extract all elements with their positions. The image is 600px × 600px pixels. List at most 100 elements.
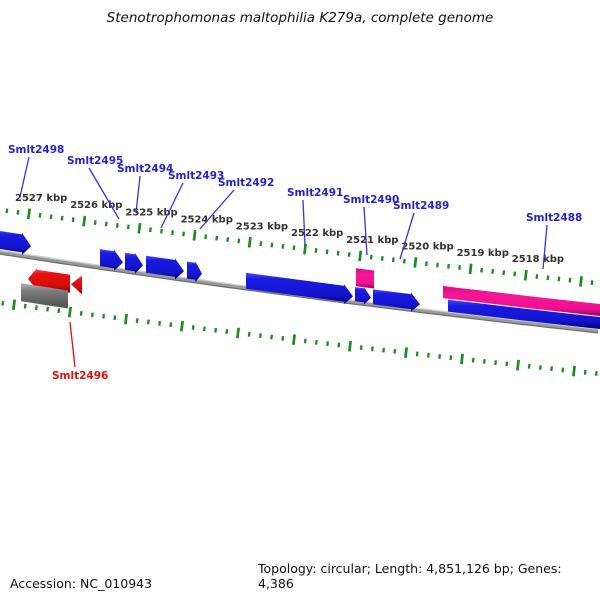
ruler-tick-minor [79,311,83,316]
ruler-tick-minor [270,334,274,340]
ruler-label: 2523 kbp [236,221,288,232]
ruler-tick-minor [415,351,419,357]
ruler-tick-minor [326,341,330,347]
ruler-tick-major [358,250,363,262]
ruler-tick-minor [535,274,539,279]
gene-smlt2489[interactable] [373,289,420,312]
ruler-tick-major [523,269,528,281]
gene-label-smlt2494[interactable]: Smlt2494 [117,163,173,175]
ruler-tick-minor [393,348,397,354]
ruler-tick-minor [557,276,561,282]
ruler-tick-minor [215,235,219,241]
ruler-tick-minor [494,360,497,366]
gene-label-smlt2492[interactable]: Smlt2492 [218,177,274,189]
genome-summary-text: Topology: circular; Length: 4,851,126 bp… [258,561,562,591]
gene-label-smlt2496[interactable]: Smlt2496 [52,370,108,382]
ruler-tick-minor [225,329,229,335]
ruler-tick-minor [471,357,475,363]
gene-smlt2495[interactable] [100,249,123,271]
ruler-tick-minor [149,227,152,233]
ruler-tick-minor [513,271,517,277]
ruler-tick-minor [380,256,384,261]
ruler-tick-major [82,215,87,227]
ruler-tick-minor [568,277,572,283]
gene-smlt2488[interactable] [443,286,600,317]
figure-title: Stenotrophomonas maltophilia K279a, comp… [106,10,494,26]
gene-label-smlt2491[interactable]: Smlt2491 [287,187,343,199]
ruler-tick-minor [402,258,406,264]
genome-backbone-shadow [0,253,599,334]
gene-feature[interactable] [448,299,600,330]
ruler-tick-major [247,236,252,248]
ruler-tick-minor [427,352,430,358]
ruler-tick-major [516,359,520,371]
ruler-tick-minor [438,354,442,359]
ruler-tick-minor [23,303,27,309]
gene-smlt2493[interactable] [146,255,184,280]
ruler-tick-minor [226,237,230,242]
ruler-tick-minor [237,238,241,244]
gene-label-smlt2488[interactable]: Smlt2488 [526,212,582,224]
ruler-label: 2518 kbp [512,254,564,265]
ruler-tick-major [137,222,142,234]
ruler-label: 2526 kbp [70,200,122,211]
ruler-tick-minor [247,331,251,337]
ruler-tick-minor [158,320,162,326]
ruler-tick-minor [347,252,351,257]
ruler-tick-minor [336,250,340,256]
ruler-tick-minor [60,215,64,221]
label-leader-line [135,175,141,214]
gene-label-smlt2495[interactable]: Smlt2495 [67,155,123,167]
gene-smlt2492[interactable] [187,261,202,283]
gene-smlt2490[interactable] [356,268,374,289]
ruler-tick-major [468,263,473,275]
ruler-tick-minor [259,241,263,247]
ruler-tick-minor [491,269,495,274]
ruler-tick-minor [382,347,386,353]
ruler-tick-minor [171,230,174,235]
ruler-tick-major [236,327,240,339]
ruler-tick-major [413,257,418,268]
gene-label-smlt2490[interactable]: Smlt2490 [343,194,399,206]
ruler-tick-major [124,313,128,325]
gene-label-smlt2498[interactable]: Smlt2498 [8,144,64,156]
accession-text: Accession: NC_010943 [10,576,153,591]
ruler-tick-minor [270,242,274,248]
gene-smlt2498[interactable] [0,230,31,255]
ruler-tick-minor [258,333,262,339]
ruler-tick-minor [505,361,509,367]
gene-feature[interactable] [355,286,371,305]
label-leader-line [302,199,306,246]
gene-label-smlt2493[interactable]: Smlt2493 [168,170,224,182]
ruler-label: 2521 kbp [346,235,398,246]
ruler-tick-major [26,208,32,220]
ruler-tick-minor [182,231,185,237]
label-leader-line [399,212,415,260]
ruler-tick-minor [204,234,208,240]
status-bar: Accession: NC_010943 Topology: circular;… [0,561,600,600]
ruler-tick-minor [539,365,542,370]
gene-smlt2494[interactable] [125,252,143,274]
ruler-tick-minor [561,367,565,373]
ruler-tick-major [460,353,464,365]
ruler-tick-minor [93,220,97,225]
label-leader-line [69,321,76,368]
ruler-tick-major [67,306,73,318]
gene-feature[interactable] [71,275,82,295]
gene-label-smlt2489[interactable]: Smlt2489 [393,200,449,212]
ruler-tick-minor [303,338,307,344]
ruler-tick-minor [281,335,285,341]
ruler-tick-minor [359,345,363,350]
gene-smlt2491[interactable] [246,272,353,305]
ruler-tick-major [11,299,17,311]
gene-feature[interactable] [21,283,68,309]
ruler-tick-minor [113,315,117,321]
ruler-label: 2524 kbp [181,214,233,225]
ruler-tick-minor [425,261,428,267]
ruler-tick-minor [104,221,108,227]
ruler-tick-minor [369,254,373,260]
label-leader-line [88,167,120,220]
